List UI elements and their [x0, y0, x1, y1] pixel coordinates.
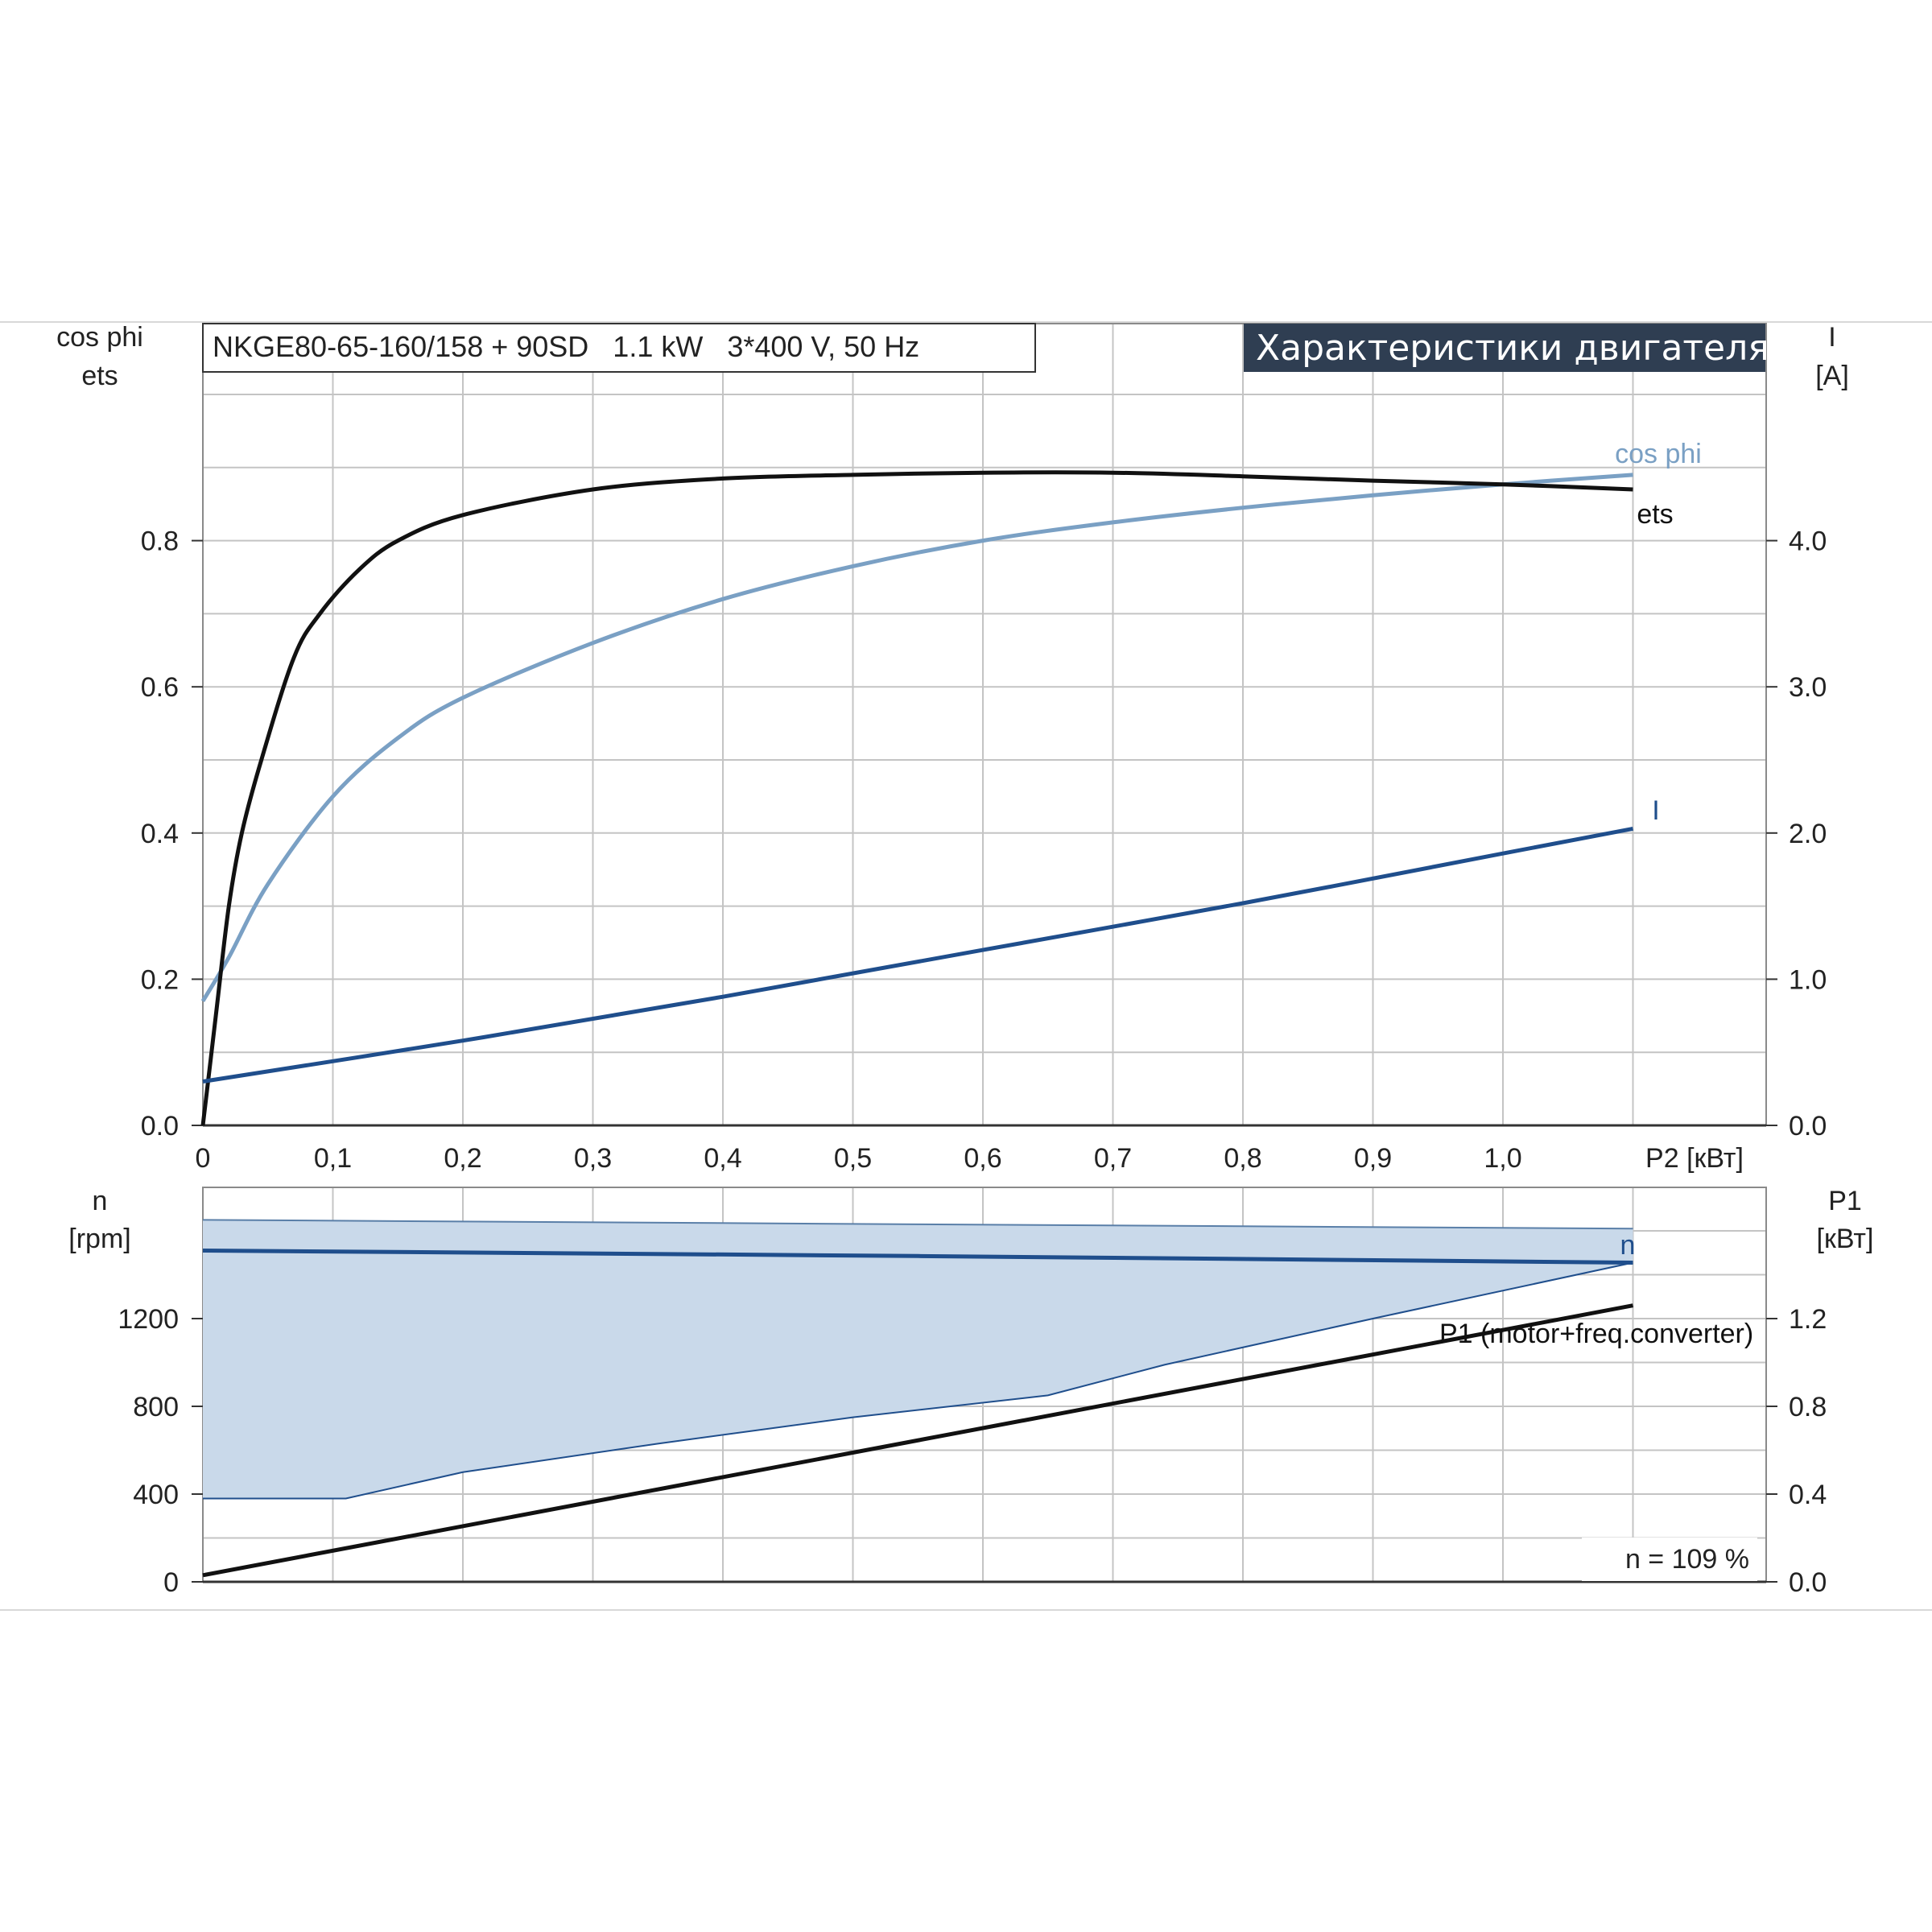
tick-labels: 0 0,1 0,2 0,3 0,4 0,5 0,6 0,7 0,8 0,9 1,0 0.0 0.2 0.4… [118, 526, 1827, 1598]
series-label-cos-phi: cos phi [1615, 439, 1702, 469]
cos-phi-curve [200, 473, 1633, 1002]
lower-left-tick-label: 800 [133, 1392, 179, 1422]
upper-left-tick-label: 0.6 [141, 672, 179, 703]
upper-chart-grid [202, 323, 1767, 1127]
x-tick-label: 0,4 [704, 1143, 741, 1174]
lower-left-tick-label: 1200 [118, 1304, 179, 1335]
upper-series [200, 470, 1633, 1126]
upper-right-tick-label: 4.0 [1789, 526, 1827, 557]
series-label-p1: P1 (motor+freq.converter) [1439, 1319, 1753, 1349]
x-axis-label: P2 [кВт] [1645, 1143, 1744, 1174]
upper-right-axis-label-line1: I [1828, 322, 1835, 353]
upper-left-tick-label: 0.0 [141, 1111, 179, 1141]
x-tick-label: 0,2 [444, 1143, 481, 1174]
lower-right-axis-label-line2: [кВт] [1817, 1224, 1874, 1254]
x-tick-label: 0,8 [1224, 1143, 1261, 1174]
speed-band-lower-edge [203, 1261, 1633, 1500]
x-tick-label: 0 [196, 1143, 211, 1174]
p1-curve [202, 1303, 1633, 1578]
upper-right-axis-label-line2: [A] [1815, 361, 1849, 391]
series-label-speed: n [1620, 1230, 1636, 1261]
x-tick-label: 0,6 [964, 1143, 1001, 1174]
series-label-current: I [1652, 795, 1659, 826]
lower-right-tick-label: 0.0 [1789, 1567, 1827, 1598]
speed-percentage-annotation: n = 109 % [1625, 1544, 1749, 1575]
lower-right-axis-label-line1: P1 [1828, 1186, 1862, 1216]
speed-band-upper-edge [202, 1219, 1633, 1230]
upper-left-tick-label: 0.8 [141, 526, 179, 557]
lower-series [202, 1219, 1633, 1578]
title-banner [1244, 324, 1765, 372]
lower-right-tick-label: 1.2 [1789, 1304, 1827, 1335]
title-banner-text: Характеристики двигателя [1256, 328, 1769, 369]
lower-left-tick-label: 400 [133, 1480, 179, 1510]
lower-left-axis-label-line2: [rpm] [68, 1224, 130, 1254]
upper-left-tick-label: 0.4 [141, 819, 179, 849]
speed-curve [202, 1249, 1633, 1265]
x-tick-label: 0,5 [834, 1143, 872, 1174]
ets-curve [200, 470, 1633, 1126]
x-tick-label: 0,1 [314, 1143, 352, 1174]
current-curve [202, 826, 1633, 1084]
lower-right-tick-label: 0.4 [1789, 1480, 1827, 1510]
upper-left-axis-label-line1: cos phi [56, 322, 143, 353]
model-label-box [202, 323, 1036, 373]
lower-right-tick-label: 0.8 [1789, 1392, 1827, 1422]
upper-right-tick-label: 1.0 [1789, 964, 1827, 995]
upper-plot-frame [202, 323, 1767, 1126]
upper-right-tick-label: 0.0 [1789, 1111, 1827, 1141]
upper-left-axis-label-line2: ets [81, 361, 118, 391]
lower-left-tick-label: 0 [163, 1567, 179, 1598]
upper-right-tick-label: 2.0 [1789, 819, 1827, 849]
series-label-ets: ets [1637, 499, 1673, 530]
x-tick-label: 1,0 [1484, 1143, 1521, 1174]
upper-right-tick-label: 3.0 [1789, 672, 1827, 703]
x-tick-label: 0,3 [574, 1143, 612, 1174]
upper-left-tick-label: 0.2 [141, 964, 179, 995]
speed-range-band [203, 1220, 1633, 1499]
x-tick-label: 0,9 [1354, 1143, 1392, 1174]
x-tick-label: 0,7 [1094, 1143, 1132, 1174]
model-label: NKGE80-65-160/158 + 90SD 1.1 kW 3*400 V,… [213, 330, 919, 363]
lower-left-axis-label-line1: n [93, 1186, 108, 1216]
speed-percentage-box [1582, 1538, 1757, 1581]
